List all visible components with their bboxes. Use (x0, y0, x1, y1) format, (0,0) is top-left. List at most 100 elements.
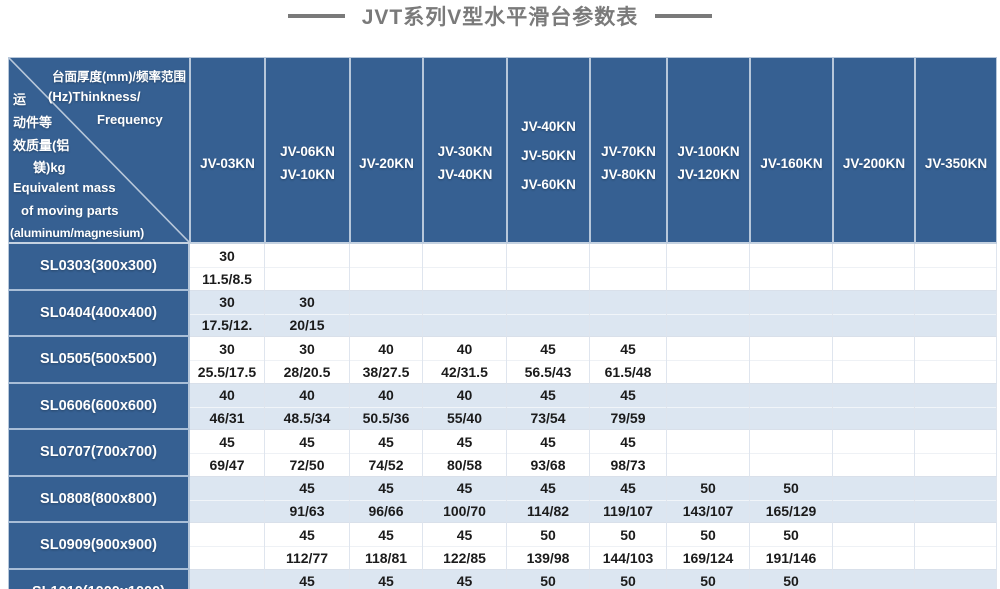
thickness-value: 50 (667, 523, 749, 547)
thickness-value: 50 (507, 523, 589, 547)
frequency-value (833, 501, 914, 523)
thickness-value (423, 291, 506, 315)
row-header-cell: SL0909(900x900) (8, 523, 190, 570)
thickness-value: 45 (350, 570, 422, 589)
thickness-value: 50 (750, 570, 832, 589)
data-cell (667, 430, 750, 477)
frequency-value (833, 408, 914, 430)
data-cell (750, 290, 833, 337)
corner-label-mass-en-2: of moving parts (21, 203, 119, 218)
column-header-cell: JV-350KN (915, 57, 997, 244)
data-cell: 45 61.5/48 (590, 337, 667, 384)
frequency-value (833, 268, 914, 290)
data-cell: 30 20/15 (265, 290, 350, 337)
frequency-value (833, 315, 914, 337)
frequency-value: 96/66 (368, 503, 404, 520)
thickness-value (590, 244, 666, 268)
thickness-value: 45 (507, 477, 589, 501)
data-cell: 45 119/107 (590, 476, 667, 523)
data-cell (507, 244, 590, 291)
data-cell: 45 112/77 (265, 523, 350, 570)
data-cell (507, 290, 590, 337)
data-cell (833, 476, 915, 523)
thickness-value: 45 (507, 430, 589, 454)
thickness-value (833, 384, 914, 408)
thickness-value: 45 (350, 430, 422, 454)
frequency-value (667, 361, 749, 383)
frequency-value: 191/146 (765, 549, 817, 566)
row-header-cell: SL0404(400x400) (8, 290, 190, 337)
thickness-value: 40 (350, 337, 422, 361)
frequency-value (507, 268, 589, 290)
data-cell: 30 17.5/12. (190, 290, 265, 337)
data-cell (915, 290, 997, 337)
frequency-value (833, 361, 914, 383)
data-cell: 40 46/31 (190, 383, 265, 430)
frequency-value: 100/70 (443, 503, 486, 520)
frequency-value: 122/85 (443, 549, 486, 566)
column-header-cell: JV-20KN (350, 57, 423, 244)
data-cell (750, 244, 833, 291)
data-cell (915, 569, 997, 589)
column-header-line: JV-06KN (280, 144, 335, 159)
thickness-value: 30 (190, 337, 264, 361)
frequency-value: 165/129 (765, 503, 817, 520)
row-header-cell: SL0505(500x500) (8, 337, 190, 384)
thickness-value (915, 384, 996, 408)
data-cell (915, 383, 997, 430)
data-cell: 45 73/54 (507, 383, 590, 430)
frequency-value (667, 454, 749, 476)
title-dash-left (287, 14, 345, 18)
thickness-value (190, 523, 264, 547)
frequency-value: 91/63 (289, 503, 325, 520)
data-cell: 45 96/66 (350, 476, 423, 523)
frequency-value: 25.5/17.5 (197, 363, 257, 380)
data-cell (833, 523, 915, 570)
data-cell: 45 (265, 569, 350, 589)
corner-diagonal-line (9, 58, 189, 242)
data-cell (190, 523, 265, 570)
frequency-value (190, 547, 264, 569)
data-cell: 30 11.5/8.5 (190, 244, 265, 291)
column-header-line: JV-40KN (521, 118, 576, 134)
frequency-value: 17.5/12. (201, 317, 253, 334)
thickness-value (915, 430, 996, 454)
column-header-line: JV-10KN (280, 167, 335, 182)
thickness-value: 45 (265, 430, 349, 454)
column-header-line: JV-30KN (437, 144, 493, 159)
column-header-label: JV-200KN (834, 58, 914, 242)
thickness-value: 45 (265, 523, 349, 547)
column-header-label: JV-160KN (751, 58, 832, 242)
data-cell: 45 100/70 (423, 476, 507, 523)
data-cell: 30 25.5/17.5 (190, 337, 265, 384)
thickness-value: 45 (590, 337, 666, 361)
thickness-value (190, 570, 264, 589)
frequency-value (750, 408, 832, 430)
data-cell: 50 (590, 569, 667, 589)
frequency-value: 55/40 (446, 410, 483, 427)
thickness-value: 45 (590, 384, 666, 408)
thickness-value (750, 337, 832, 361)
data-cell (915, 476, 997, 523)
thickness-value: 40 (423, 337, 506, 361)
thickness-value: 40 (265, 384, 349, 408)
thickness-value (915, 477, 996, 501)
data-cell: 50 143/107 (667, 476, 750, 523)
parameter-table-grid: 台面厚度(mm)/频率范围 运 (Hz)Thinkness/ 动件等 Frequ… (8, 57, 997, 589)
data-cell: 45 72/50 (265, 430, 350, 477)
frequency-value: 28/20.5 (283, 363, 331, 380)
data-cell (190, 569, 265, 589)
data-cell (265, 244, 350, 291)
frequency-value (750, 361, 832, 383)
corner-label-thickness-en-1: (Hz)Thinkness/ (48, 89, 141, 104)
data-cell: 45 80/58 (423, 430, 507, 477)
frequency-value (423, 315, 506, 337)
thickness-value (915, 523, 996, 547)
frequency-value (915, 408, 996, 430)
data-cell (423, 244, 507, 291)
column-header-line: JV-03KN (200, 155, 255, 171)
column-header-label: JV-03KN (191, 58, 264, 242)
data-cell (915, 337, 997, 384)
data-cell: 45 56.5/43 (507, 337, 590, 384)
data-cell (833, 290, 915, 337)
